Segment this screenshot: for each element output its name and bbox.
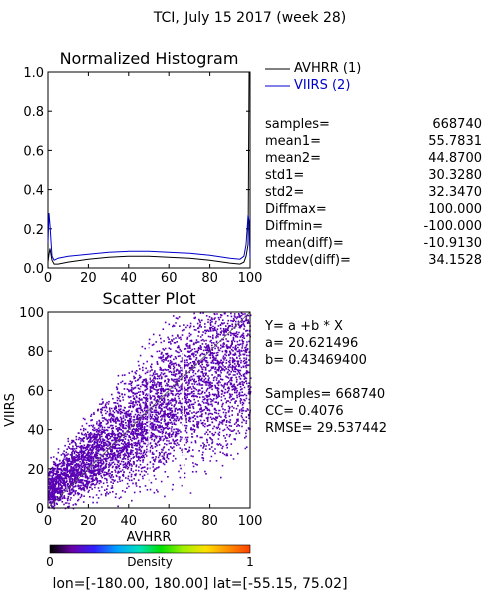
- scatter-axes: 0 20 40 60 80 100 0 20 40 60 80 100: [19, 306, 262, 529]
- regression-line-text: RMSE= 29.537442: [265, 421, 387, 436]
- scatter-density-cloud: [48, 312, 252, 510]
- regression-line-text: Y= a +b * X: [264, 319, 343, 334]
- histogram-title: Normalized Histogram: [60, 49, 239, 68]
- histogram-line-viirs: [47, 213, 251, 261]
- stat-value: 30.3280: [428, 168, 482, 183]
- scatter-x-tick-label: 40: [121, 514, 138, 529]
- scatter-x-tick-label: 100: [238, 514, 263, 529]
- scatter-chart: Scatter Plot 0 20 40 60 80 100 0 20 40 60 80 100 AV…: [3, 289, 262, 545]
- stat-value: -10.9130: [424, 236, 482, 251]
- scatter-x-tick-label: 80: [201, 514, 218, 529]
- scatter-y-tick-label: 100: [19, 306, 44, 321]
- histogram-chart: Normalized Histogram 0 20 40 60 80 1000.00.20…: [23, 49, 361, 286]
- density-colorbar: 0 Density 1: [46, 544, 254, 569]
- colorbar-max-label: 1: [246, 555, 254, 569]
- regression-line-text: b= 0.43469400: [265, 353, 367, 368]
- colorbar-gradient: [49, 544, 251, 554]
- stat-label: std1=: [265, 168, 304, 183]
- footer-range: lon=[-180.00, 180.00] lat=[-55.15, 75.02…: [52, 576, 347, 592]
- histogram-y-tick-label: 0.6: [23, 144, 44, 159]
- stat-value: 668740: [432, 117, 482, 132]
- scatter-overlay-lines: [47, 311, 251, 509]
- scatter-one-to-one-line: [47, 311, 251, 509]
- histogram-plot-frame: [47, 71, 251, 269]
- histogram-x-tick-label: 40: [121, 271, 138, 286]
- colorbar-min-label: 0: [46, 555, 54, 569]
- stat-label: Diffmin=: [265, 219, 323, 234]
- stat-value: -100.000: [424, 219, 482, 234]
- stat-label: mean2=: [265, 151, 321, 166]
- histogram-axes: 0 20 40 60 80 100 0.0 0.2 0.4 0.6 0.8 1.0: [23, 66, 262, 286]
- histogram-line-avhrr: [47, 71, 250, 265]
- scatter-y-tick-label: 60: [27, 384, 44, 399]
- histogram-x-tick-label: 80: [201, 271, 218, 286]
- histogram-x-tick-label: 100: [238, 271, 263, 286]
- scatter-points: [48, 312, 252, 510]
- regression-line-text: Samples= 668740: [265, 387, 385, 402]
- scatter-plot-frame: [47, 311, 251, 509]
- stat-value: 44.8700: [428, 151, 482, 166]
- histogram-y-tick-label: 0.2: [23, 223, 44, 238]
- stat-value: 100.000: [428, 202, 482, 217]
- histogram-x-tick-label: 20: [80, 271, 97, 286]
- scatter-x-tick-label: 60: [161, 514, 178, 529]
- stat-value: 32.3470: [428, 185, 482, 200]
- histogram-y-tick-label: 1.0: [23, 66, 44, 81]
- stat-label: samples=: [265, 117, 330, 132]
- stat-label: Diffmax=: [265, 202, 327, 217]
- scatter-y-tick-label: 40: [27, 424, 44, 439]
- histogram-y-tick-label: 0.8: [23, 105, 44, 120]
- stat-value: 55.7831: [428, 134, 482, 149]
- histogram-y-tick-label: 0.0: [23, 262, 44, 277]
- colorbar-title: Density: [127, 555, 173, 569]
- regression-line-text: a= 20.621496: [265, 336, 358, 351]
- histogram-series: [47, 71, 251, 265]
- scatter-y-tick-label: 80: [27, 345, 44, 360]
- scatter-x-axis-label: AVHRR: [127, 530, 172, 545]
- scatter-y-axis-label: VIIRS: [3, 393, 18, 427]
- stat-label: stddev(diff)=: [265, 253, 351, 268]
- histogram-x-tick-label: 60: [161, 271, 178, 286]
- statistics-table: samples= 668740 mean1= 55.7831 mean2= 44.8700…: [265, 117, 482, 268]
- histogram-x-tick-label: 0: [44, 271, 52, 286]
- stat-value: 34.1528: [428, 253, 482, 268]
- stat-label: mean(diff)=: [265, 236, 344, 251]
- page-title: TCI, July 15 2017 (week 28): [153, 10, 346, 26]
- scatter-title: Scatter Plot: [103, 289, 196, 308]
- stat-label: std2=: [265, 185, 304, 200]
- regression-stats: Y= a +b * X a= 20.621496 b= 0.43469400 Samp…: [264, 319, 387, 436]
- legend-label-viirs: VIIRS (2): [294, 78, 350, 93]
- scatter-x-tick-label: 0: [44, 514, 52, 529]
- legend-label-avhrr: AVHRR (1): [294, 61, 361, 76]
- stat-label: mean1=: [265, 134, 321, 149]
- histogram-y-tick-label: 0.4: [23, 184, 44, 199]
- scatter-x-tick-label: 20: [80, 514, 97, 529]
- regression-line-text: CC= 0.4076: [265, 404, 344, 419]
- scatter-y-tick-label: 20: [27, 463, 44, 478]
- scatter-y-tick-label: 0: [36, 502, 44, 517]
